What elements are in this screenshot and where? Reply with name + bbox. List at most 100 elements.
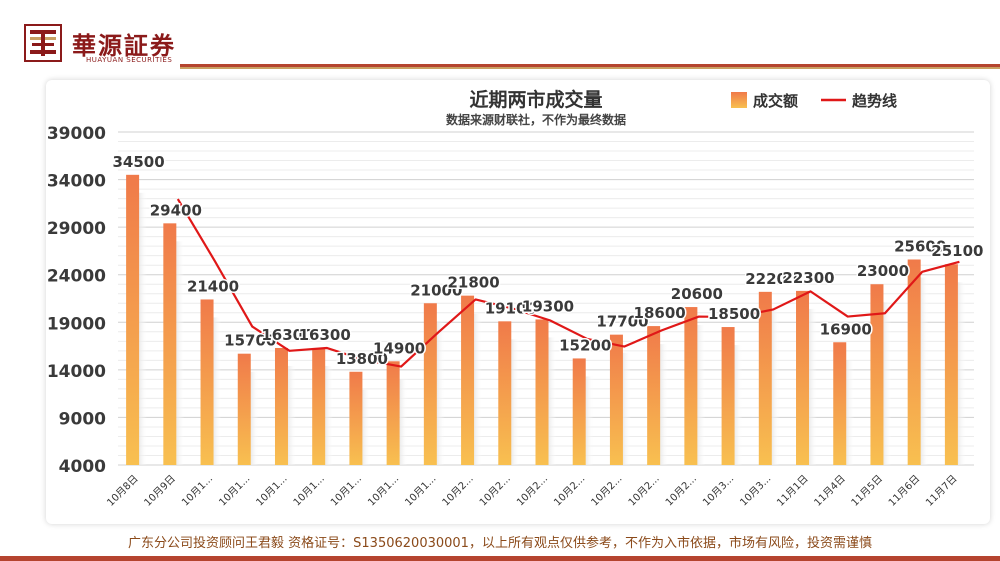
bar-shadow bbox=[362, 389, 371, 465]
x-tick-label: 10月1... bbox=[291, 473, 327, 509]
bar bbox=[870, 284, 884, 465]
x-tick-label: 10月3... bbox=[738, 473, 774, 509]
data-label: 34500 bbox=[113, 153, 165, 171]
data-labels: 3450029400214001570016300163001380014900… bbox=[111, 151, 985, 369]
data-label: 18500 bbox=[708, 305, 760, 323]
brand-name: 華源証券 bbox=[72, 31, 176, 60]
x-tick-label: 11月6日 bbox=[886, 473, 922, 509]
data-label: 20600 bbox=[671, 285, 723, 303]
disclaimer: 广东分公司投资顾问王君毅 资格证号：S1350620030001，以上所有观点仅… bbox=[128, 536, 872, 551]
header-divider-accent bbox=[180, 67, 1000, 69]
chart-title: 近期两市成交量 bbox=[469, 88, 602, 111]
bar-shadow bbox=[250, 371, 259, 465]
x-tick-label: 11月7日 bbox=[923, 473, 959, 509]
y-axis: 4000 9000 14000 19000 24000 29000 34000 39000 bbox=[47, 124, 106, 477]
x-tick-label: 10月3... bbox=[700, 473, 736, 509]
chart-panel: 4000 9000 14000 19000 24000 29000 34000 39000 3… bbox=[46, 80, 990, 524]
bar-shadow bbox=[883, 302, 892, 465]
bar-shadow bbox=[957, 282, 966, 465]
bar bbox=[386, 361, 400, 465]
bar bbox=[312, 347, 326, 465]
bar bbox=[126, 174, 140, 466]
y-tick-label: 9000 bbox=[59, 409, 106, 429]
bar bbox=[944, 264, 958, 465]
bar bbox=[535, 319, 549, 465]
bar bbox=[684, 307, 698, 465]
data-label: 16300 bbox=[299, 326, 351, 344]
bar-shadow bbox=[139, 192, 148, 466]
footer-bar bbox=[0, 556, 1000, 561]
chart-legend: 成交额 趋势线 bbox=[731, 92, 897, 110]
bar bbox=[423, 303, 437, 465]
bar-shadow bbox=[176, 241, 185, 465]
data-label: 22300 bbox=[782, 269, 834, 287]
bar-shadow bbox=[697, 325, 706, 465]
trend-line-series bbox=[176, 198, 960, 368]
bar bbox=[274, 347, 288, 465]
x-tick-label: 10月2... bbox=[514, 473, 550, 509]
y-tick-label: 34000 bbox=[47, 172, 106, 192]
x-tick-label: 10月2... bbox=[552, 473, 588, 509]
x-tick-label: 11月1日 bbox=[775, 473, 811, 509]
bar-series bbox=[126, 174, 966, 466]
bar-shadow bbox=[622, 352, 631, 465]
legend-line-label: 趋势线 bbox=[852, 92, 897, 110]
x-tick-label: 10月1... bbox=[179, 473, 215, 509]
bar-shadow bbox=[734, 345, 743, 465]
x-tick-label: 10月1... bbox=[365, 473, 401, 509]
data-label: 23000 bbox=[857, 262, 909, 280]
x-tick-label: 10月2... bbox=[440, 473, 476, 509]
bar bbox=[647, 326, 661, 465]
bar-shadow bbox=[287, 365, 296, 465]
x-axis: 10月8日 10月9日 10月1... 10月1... 10月1... 10月1... 10… bbox=[105, 473, 960, 509]
x-tick-label: 11月5日 bbox=[849, 473, 885, 509]
data-label: 21800 bbox=[447, 274, 499, 292]
x-tick-label: 10月2... bbox=[663, 473, 699, 509]
bar-shadow bbox=[771, 309, 780, 465]
bar bbox=[907, 259, 921, 465]
bar bbox=[200, 299, 214, 465]
bar-shadow bbox=[809, 308, 818, 465]
x-tick-label: 10月1... bbox=[403, 473, 439, 509]
bar bbox=[163, 223, 177, 465]
bar bbox=[796, 290, 810, 465]
legend-bar-label: 成交额 bbox=[753, 92, 798, 110]
data-label: 13800 bbox=[336, 350, 388, 368]
x-tick-label: 10月2... bbox=[589, 473, 625, 509]
x-tick-label: 10月1... bbox=[254, 473, 290, 509]
data-label: 21000 bbox=[410, 281, 462, 299]
data-label: 29400 bbox=[150, 201, 202, 219]
bar-shadow bbox=[585, 376, 594, 465]
volume-chart: 4000 9000 14000 19000 24000 29000 34000 39000 3… bbox=[47, 88, 985, 509]
bar-shadow bbox=[548, 337, 557, 465]
trend-line bbox=[176, 198, 960, 368]
bar-shadow bbox=[474, 313, 483, 465]
x-tick-label: 11月4日 bbox=[812, 473, 848, 509]
bar-shadow bbox=[846, 360, 855, 465]
x-tick-label: 10月9日 bbox=[142, 473, 178, 509]
bar-shadow bbox=[920, 277, 929, 465]
bar-shadow bbox=[511, 339, 520, 465]
bar bbox=[609, 334, 623, 465]
header: 華源証券 HUAYUAN SECURITIES bbox=[0, 0, 1000, 78]
bar-shadow bbox=[213, 317, 222, 465]
data-label: 16900 bbox=[820, 320, 872, 338]
header-divider bbox=[180, 64, 1000, 67]
data-label: 21400 bbox=[187, 277, 239, 295]
bar-shadow bbox=[436, 321, 445, 465]
x-tick-label: 10月1... bbox=[217, 473, 253, 509]
data-label: 25100 bbox=[931, 242, 983, 260]
bar-shadow bbox=[325, 365, 334, 465]
y-tick-label: 4000 bbox=[59, 457, 106, 477]
bar bbox=[237, 353, 251, 465]
huayuan-logo-icon bbox=[24, 24, 62, 62]
bar bbox=[758, 291, 772, 465]
data-label: 25600 bbox=[894, 237, 946, 255]
bar bbox=[349, 371, 363, 465]
bar bbox=[572, 358, 586, 465]
brand-subtitle: HUAYUAN SECURITIES bbox=[86, 56, 173, 64]
data-label: 18600 bbox=[634, 304, 686, 322]
data-label: 16300 bbox=[261, 326, 313, 344]
y-tick-label: 14000 bbox=[47, 362, 106, 382]
data-label: 19300 bbox=[522, 297, 574, 315]
